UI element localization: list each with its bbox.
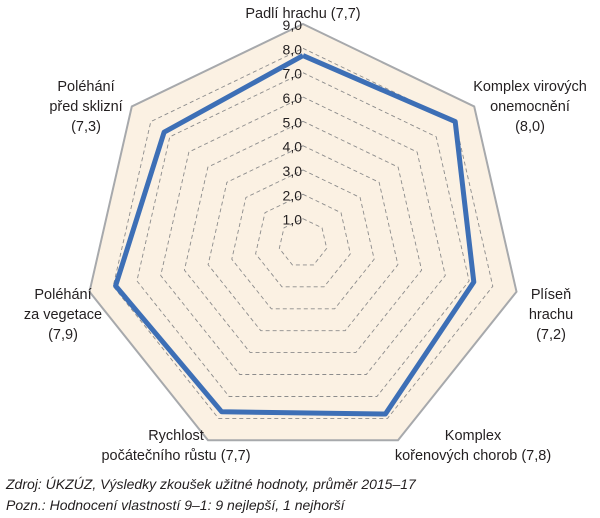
axis-label-line: (7,2) xyxy=(536,327,566,343)
axis-label-line: za vegetace xyxy=(24,307,102,323)
source-note: Zdroj: ÚKZÚZ, Výsledky zkoušek užitné ho… xyxy=(6,476,416,492)
grid-ring xyxy=(136,72,470,397)
tick-label: 2,0 xyxy=(283,187,303,203)
axis-label: Komplex virových onemocnění (8,0) xyxy=(473,79,587,135)
tick-label: 9,0 xyxy=(283,17,303,33)
axis-label: Rychlost počátečního růstu (7,7) xyxy=(101,428,250,464)
rating-note: Pozn.: Hodnocení vlastností 9–1: 9 nejle… xyxy=(6,497,345,513)
grid-ring xyxy=(231,169,375,310)
tick-label: 4,0 xyxy=(283,139,303,155)
grid xyxy=(112,47,494,419)
axis-label-line: počátečního růstu (7,7) xyxy=(101,448,250,464)
series-line xyxy=(113,53,477,417)
axis-label-line: onemocnění xyxy=(490,99,570,115)
axis-label-line: (7,3) xyxy=(71,119,101,135)
axis-label-line: Plíseň xyxy=(531,287,571,303)
radar-chart: 1,0 2,0 3,0 4,0 5,0 6,0 7,0 8,0 9,0 Padlí hrachu… xyxy=(24,6,587,464)
grid-ring xyxy=(112,47,494,419)
axis-label-line: kořenových chorob (7,8) xyxy=(395,448,551,464)
axis-label-line: Komplex virových xyxy=(473,79,587,95)
axis-label: Padlí hrachu (7,7) xyxy=(245,6,360,22)
axis-label-line: Rychlost xyxy=(148,428,204,444)
axis-label: Poléhání za vegetace (7,9) xyxy=(24,287,102,343)
chart-background xyxy=(88,22,518,442)
axis-label-line: Poléhání xyxy=(57,79,114,95)
axis-label: Poléhání před sklizní (7,3) xyxy=(49,79,122,135)
axis-label-line: Poléhání xyxy=(34,287,91,303)
axis-label-line: (7,9) xyxy=(48,327,78,343)
axis-label: Plíseň hrachu (7,2) xyxy=(529,287,573,343)
axis-label-line: (8,0) xyxy=(515,119,545,135)
axis-label-line: Komplex xyxy=(445,428,502,444)
axis-labels: Padlí hrachu (7,7) Komplex virových onemoc… xyxy=(24,6,587,464)
tick-label: 3,0 xyxy=(283,163,303,179)
tick-labels: 1,0 2,0 3,0 4,0 5,0 6,0 7,0 8,0 9,0 xyxy=(283,17,303,228)
grid-ring xyxy=(255,193,351,288)
tick-label: 5,0 xyxy=(283,114,303,130)
tick-label: 8,0 xyxy=(283,41,303,57)
axis-label-line: Padlí hrachu (7,7) xyxy=(245,6,360,22)
axis-label: Komplex kořenových chorob (7,8) xyxy=(395,428,551,464)
axis-label-line: před sklizní xyxy=(49,99,122,115)
grid-ring xyxy=(207,145,399,332)
axis-label-line: hrachu xyxy=(529,307,573,323)
tick-label: 6,0 xyxy=(283,90,303,106)
tick-label: 1,0 xyxy=(283,212,303,228)
grid-ring xyxy=(278,218,328,266)
tick-label: 7,0 xyxy=(283,66,303,82)
grid-ring xyxy=(160,96,446,375)
